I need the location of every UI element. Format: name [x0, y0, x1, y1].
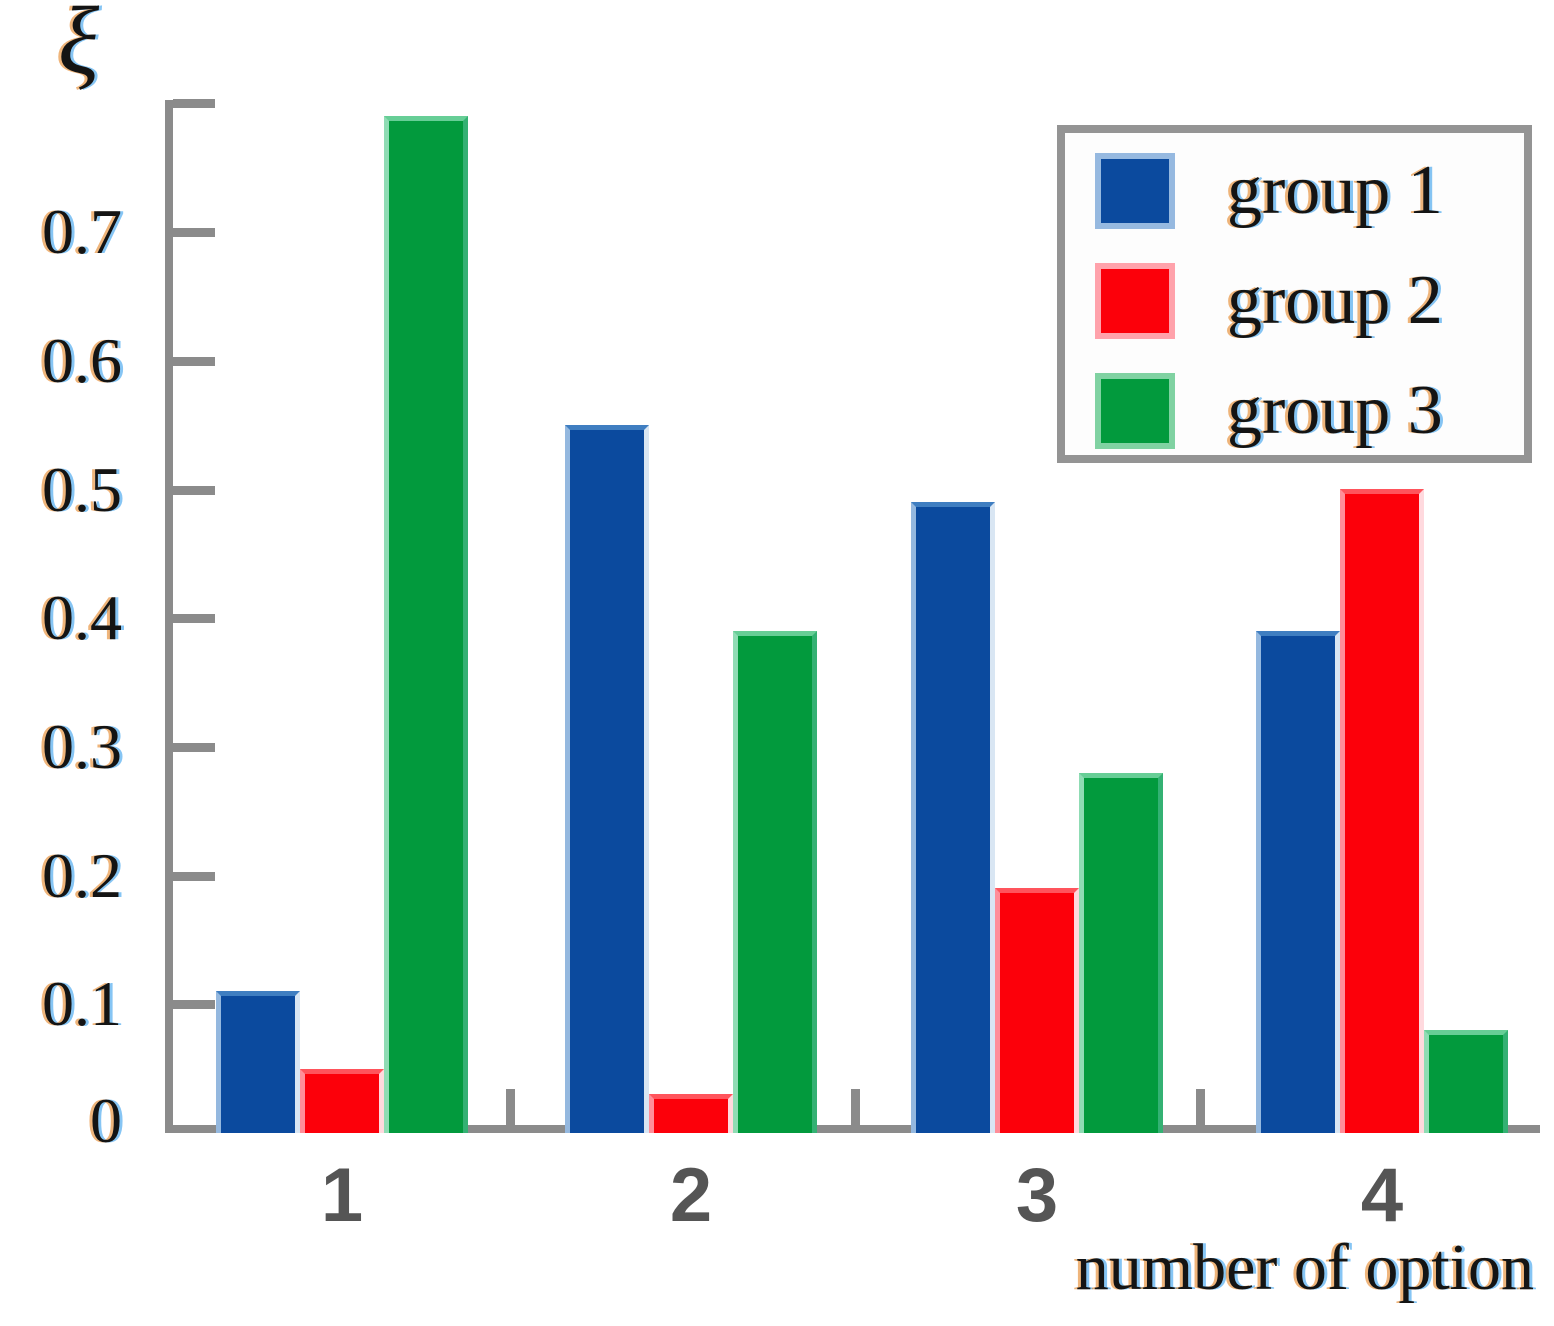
x-axis-tick-label: 4	[1360, 1153, 1404, 1238]
x-axis-tick-label: 2	[669, 1153, 713, 1238]
y-axis-tick	[173, 871, 215, 881]
x-axis-tick	[851, 1089, 860, 1125]
y-axis-tick-label: 0.5	[42, 453, 122, 525]
y-axis-tick	[173, 356, 215, 366]
y-axis-tick	[173, 742, 215, 752]
bar-group-2-option-4	[1340, 489, 1424, 1133]
legend-item-group-1: group 1	[1095, 151, 1443, 231]
bar-group-1-option-3	[911, 502, 995, 1133]
x-axis-tick	[1196, 1089, 1205, 1125]
legend-label-group-2: group 2	[1227, 262, 1443, 339]
bar-group-2-option-1	[300, 1069, 384, 1133]
legend-label-group-1: group 1	[1227, 152, 1443, 229]
legend-swatch-group-1	[1095, 153, 1175, 229]
bar-group-3-option-3	[1079, 773, 1163, 1133]
y-axis-tick	[173, 228, 215, 238]
y-axis-tick-label: 0.6	[42, 324, 122, 396]
bar-group-1-option-2	[565, 425, 649, 1133]
legend-swatch-group-3	[1095, 373, 1175, 449]
y-axis-tick-label: 0.2	[42, 839, 122, 911]
bar-group-1-option-1	[216, 991, 300, 1133]
x-axis-tick-label: 1	[320, 1153, 364, 1238]
legend-item-group-2: group 2	[1095, 261, 1443, 341]
x-axis-tick	[506, 1089, 515, 1125]
y-axis-tick	[173, 485, 215, 495]
y-axis-tick	[173, 614, 215, 624]
x-axis-title: number of option	[1075, 1231, 1534, 1304]
y-axis-tick	[173, 99, 215, 109]
legend: group 1 group 2 group 3	[1057, 125, 1532, 463]
x-axis-tick-label: 3	[1015, 1153, 1059, 1238]
bar-group-3-option-1	[384, 116, 468, 1133]
y-axis-tick-label: 0	[90, 1085, 122, 1156]
legend-item-group-3: group 3	[1095, 371, 1443, 451]
bar-group-2-option-2	[649, 1094, 733, 1133]
y-axis-tick-label: 0.4	[42, 582, 122, 654]
bar-group-3-option-2	[733, 631, 817, 1133]
bar-group-2-option-3	[995, 888, 1079, 1133]
y-axis-tick-label: 0.1	[42, 968, 122, 1040]
y-axis-line	[165, 100, 173, 1133]
bar-group-3-option-4	[1424, 1030, 1508, 1133]
y-axis-title-xi: ξ	[58, 0, 100, 94]
legend-label-group-3: group 3	[1227, 372, 1443, 449]
bar-group-1-option-4	[1256, 631, 1340, 1133]
y-axis-tick-label: 0.7	[42, 196, 122, 268]
x-axis-line	[165, 1125, 1540, 1133]
y-axis-tick	[173, 1000, 215, 1010]
legend-swatch-group-2	[1095, 263, 1175, 339]
y-axis-tick-label: 0.3	[42, 710, 122, 782]
